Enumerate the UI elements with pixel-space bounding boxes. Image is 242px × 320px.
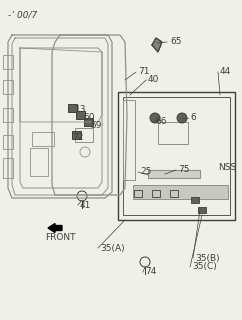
Bar bbox=[72, 131, 81, 139]
Text: 74: 74 bbox=[145, 268, 156, 276]
Bar bbox=[3, 108, 13, 122]
Bar bbox=[123, 97, 230, 215]
Text: 13: 13 bbox=[75, 106, 86, 115]
Text: 41: 41 bbox=[80, 201, 91, 210]
Text: 6: 6 bbox=[190, 114, 196, 123]
Bar bbox=[170, 190, 178, 197]
Circle shape bbox=[150, 113, 160, 123]
Text: 60: 60 bbox=[83, 114, 94, 123]
Bar bbox=[118, 92, 235, 220]
Text: 35(B): 35(B) bbox=[195, 253, 220, 262]
Bar bbox=[123, 100, 135, 180]
Bar bbox=[3, 135, 13, 149]
Bar bbox=[133, 185, 228, 199]
Text: 75: 75 bbox=[178, 165, 189, 174]
Text: 35(A): 35(A) bbox=[100, 244, 125, 252]
Text: FRONT: FRONT bbox=[45, 234, 76, 243]
Bar bbox=[3, 80, 13, 94]
Text: 71: 71 bbox=[138, 68, 150, 76]
Bar bbox=[158, 122, 188, 144]
Bar bbox=[152, 190, 160, 197]
Text: 72: 72 bbox=[72, 133, 83, 142]
Text: 40: 40 bbox=[148, 76, 159, 84]
Bar bbox=[30, 148, 48, 176]
Bar bbox=[3, 158, 13, 178]
Bar bbox=[84, 118, 93, 126]
Bar bbox=[134, 190, 142, 197]
Text: 66: 66 bbox=[155, 117, 166, 126]
Text: 65: 65 bbox=[170, 37, 182, 46]
Circle shape bbox=[177, 113, 187, 123]
Text: 44: 44 bbox=[220, 68, 231, 76]
Text: -’ 00/7: -’ 00/7 bbox=[8, 10, 37, 19]
Text: 59: 59 bbox=[90, 122, 101, 131]
Bar bbox=[75, 128, 93, 142]
Text: 35(C): 35(C) bbox=[192, 262, 217, 271]
FancyArrow shape bbox=[48, 223, 62, 233]
Bar bbox=[76, 111, 85, 119]
Text: NSS: NSS bbox=[218, 164, 236, 172]
Bar bbox=[198, 207, 206, 213]
Bar bbox=[3, 55, 13, 69]
Polygon shape bbox=[152, 38, 162, 52]
Bar bbox=[148, 170, 200, 178]
Bar bbox=[68, 104, 77, 112]
Bar bbox=[32, 132, 54, 146]
Bar bbox=[191, 197, 199, 203]
Text: 25: 25 bbox=[140, 167, 151, 177]
